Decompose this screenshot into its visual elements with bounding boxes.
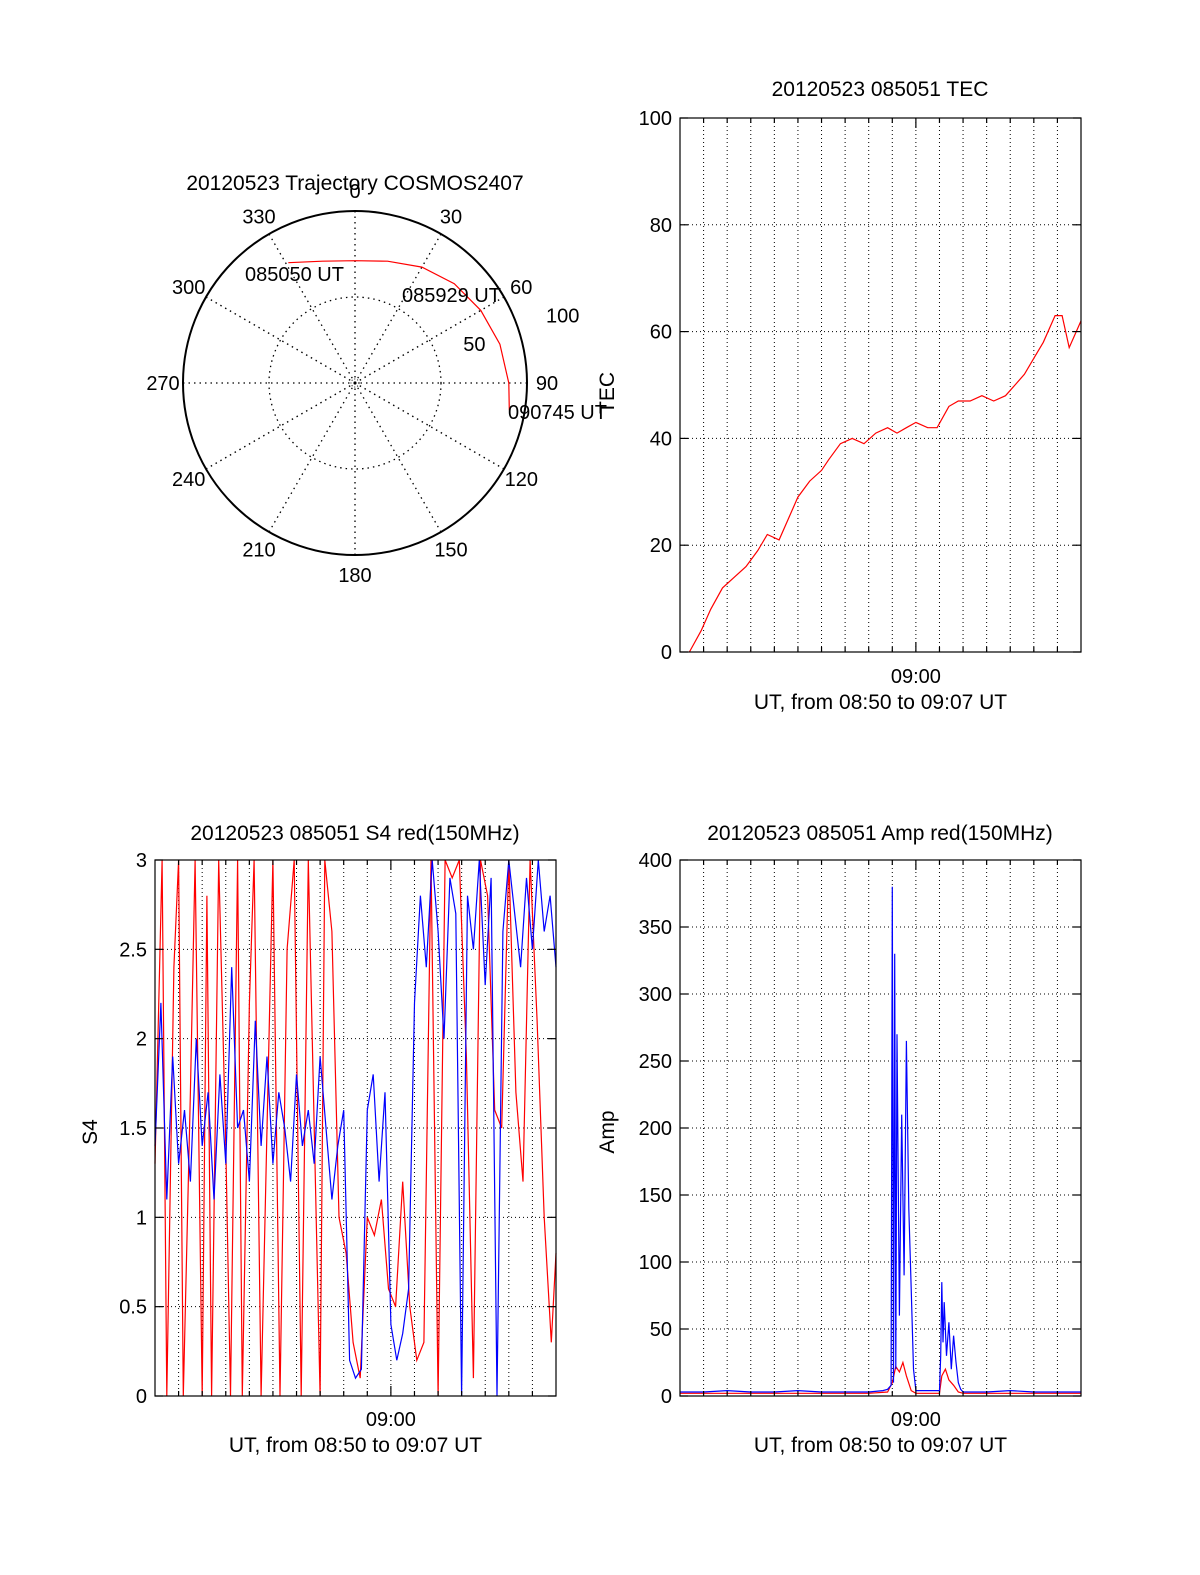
tec-y-axis-label: TEC bbox=[596, 372, 619, 414]
trajectory-spoke bbox=[354, 382, 505, 470]
amp-y-axis-label: Amp bbox=[596, 1110, 619, 1153]
trajectory-azimuth-label: 210 bbox=[242, 539, 275, 561]
trajectory-horizon-circle bbox=[182, 210, 528, 556]
tec-y-tick-label: 60 bbox=[650, 322, 672, 344]
trajectory-spoke bbox=[205, 296, 356, 384]
s4-series-line-red bbox=[154, 859, 557, 1397]
tec-series bbox=[688, 315, 1082, 653]
amp-y-tick-label: 150 bbox=[639, 1185, 672, 1207]
trajectory-grid bbox=[183, 211, 527, 555]
trajectory-azimuth-label: 330 bbox=[242, 207, 275, 229]
amp-series bbox=[680, 886, 1081, 1394]
trajectory-azimuth-label: 30 bbox=[440, 207, 462, 229]
amp-title: 20120523 085051 Amp red(150MHz) bbox=[707, 822, 1053, 845]
tec-plot-frame bbox=[679, 117, 1082, 653]
tec-panel: 20120523 085051 TEC 0 20 40 60 80 100 09:00 T… bbox=[596, 78, 1082, 714]
trajectory-azimuth-label: 240 bbox=[172, 469, 205, 491]
amp-y-ticks: 0 50 100 150 200 250 300 350 400 bbox=[639, 850, 1081, 1408]
amp-y-tick-label: 400 bbox=[639, 850, 672, 872]
trajectory-spoke bbox=[354, 296, 505, 384]
amp-x-tick-label: 09:00 bbox=[891, 1409, 941, 1431]
s4-y-axis-label: S4 bbox=[79, 1119, 102, 1145]
trajectory-radial-label: 50 bbox=[463, 334, 485, 356]
s4-y-tick-label: 2 bbox=[136, 1029, 147, 1051]
tec-x-tick-label: 09:00 bbox=[891, 666, 941, 688]
amp-series-line-blue bbox=[680, 886, 1081, 1393]
amp-y-tick-label: 200 bbox=[639, 1118, 672, 1140]
s4-y-tick-label: 2.5 bbox=[119, 939, 147, 961]
trajectory-annotations: 085050 UT 085929 UT 090745 UT bbox=[245, 264, 607, 424]
amp-x-ticks: 09:00 bbox=[702, 860, 1059, 1431]
trajectory-track-line bbox=[288, 260, 510, 411]
trajectory-azimuth-label: 300 bbox=[172, 277, 205, 299]
amp-y-tick-label: 100 bbox=[639, 1252, 672, 1274]
trajectory-spoke bbox=[268, 382, 356, 533]
s4-x-ticks: 09:00 bbox=[177, 860, 534, 1431]
trajectory-azimuth-labels: 0 30 60 90 120 150 180 210 240 270 300 330 bbox=[146, 181, 558, 587]
s4-panel: 20120523 085051 S4 red(150MHz) 0 0.5 1 1.5 2… bbox=[79, 822, 557, 1457]
tec-y-tick-label: 20 bbox=[650, 535, 672, 557]
amp-grid bbox=[680, 860, 1081, 1396]
s4-y-ticks: 0 0.5 1 1.5 2 2.5 3 bbox=[119, 850, 556, 1408]
amp-y-tick-label: 50 bbox=[650, 1319, 672, 1341]
s4-title: 20120523 085051 S4 red(150MHz) bbox=[190, 822, 519, 845]
amp-x-axis-label: UT, from 08:50 to 09:07 UT bbox=[754, 1434, 1007, 1457]
amp-y-tick-label: 250 bbox=[639, 1051, 672, 1073]
trajectory-azimuth-label: 270 bbox=[146, 373, 179, 395]
amp-y-tick-label: 300 bbox=[639, 984, 672, 1006]
tec-y-tick-label: 100 bbox=[639, 108, 672, 130]
trajectory-start-time: 085050 UT bbox=[245, 264, 344, 286]
trajectory-spoke bbox=[354, 233, 442, 384]
trajectory-azimuth-label: 150 bbox=[434, 539, 467, 561]
trajectory-azimuth-label: 90 bbox=[536, 373, 558, 395]
amp-y-tick-label: 350 bbox=[639, 917, 672, 939]
s4-y-tick-label: 0.5 bbox=[119, 1297, 147, 1319]
s4-series bbox=[154, 859, 557, 1397]
trajectory-azimuth-label: 60 bbox=[510, 277, 532, 299]
trajectory-azimuth-label: 0 bbox=[349, 181, 360, 203]
tec-series-line-red bbox=[688, 315, 1082, 653]
amp-panel: 20120523 085051 Amp red(150MHz) 0 50 100 15… bbox=[596, 822, 1082, 1457]
s4-y-tick-label: 1.5 bbox=[119, 1118, 147, 1140]
trajectory-panel: 20120523 Trajectory COSMOS2407 0 30 60 90 12… bbox=[146, 172, 607, 587]
trajectory-ring bbox=[268, 296, 442, 470]
s4-series-line-blue bbox=[154, 859, 557, 1397]
s4-y-tick-label: 3 bbox=[136, 850, 147, 872]
s4-y-tick-label: 1 bbox=[136, 1207, 147, 1229]
trajectory-mid-time: 085929 UT bbox=[402, 285, 501, 307]
trajectory-center bbox=[350, 378, 360, 388]
tec-title: 20120523 085051 TEC bbox=[772, 78, 989, 101]
s4-y-tick-label: 0 bbox=[136, 1386, 147, 1408]
tec-x-ticks: 09:00 bbox=[702, 118, 1059, 688]
tec-y-tick-label: 80 bbox=[650, 215, 672, 237]
s4-x-axis-label: UT, from 08:50 to 09:07 UT bbox=[229, 1434, 482, 1457]
trajectory-track bbox=[288, 260, 510, 411]
trajectory-spoke bbox=[354, 382, 442, 533]
trajectory-spoke bbox=[205, 382, 356, 470]
trajectory-spoke bbox=[268, 233, 356, 384]
trajectory-title: 20120523 Trajectory COSMOS2407 bbox=[186, 172, 523, 195]
tec-y-tick-label: 0 bbox=[661, 642, 672, 664]
trajectory-azimuth-label: 120 bbox=[505, 469, 538, 491]
amp-y-tick-label: 0 bbox=[661, 1386, 672, 1408]
tec-y-ticks: 0 20 40 60 80 100 bbox=[639, 108, 1081, 664]
s4-x-tick-label: 09:00 bbox=[366, 1409, 416, 1431]
trajectory-end-time: 090745 UT bbox=[508, 402, 607, 424]
trajectory-radial-label: 100 bbox=[546, 305, 579, 327]
tec-y-tick-label: 40 bbox=[650, 428, 672, 450]
tec-x-axis-label: UT, from 08:50 to 09:07 UT bbox=[754, 691, 1007, 714]
amp-series-line-red bbox=[680, 1360, 1081, 1394]
tec-grid bbox=[680, 118, 1081, 652]
trajectory-radial-labels: 50 100 bbox=[463, 305, 579, 356]
trajectory-azimuth-label: 180 bbox=[338, 565, 371, 587]
